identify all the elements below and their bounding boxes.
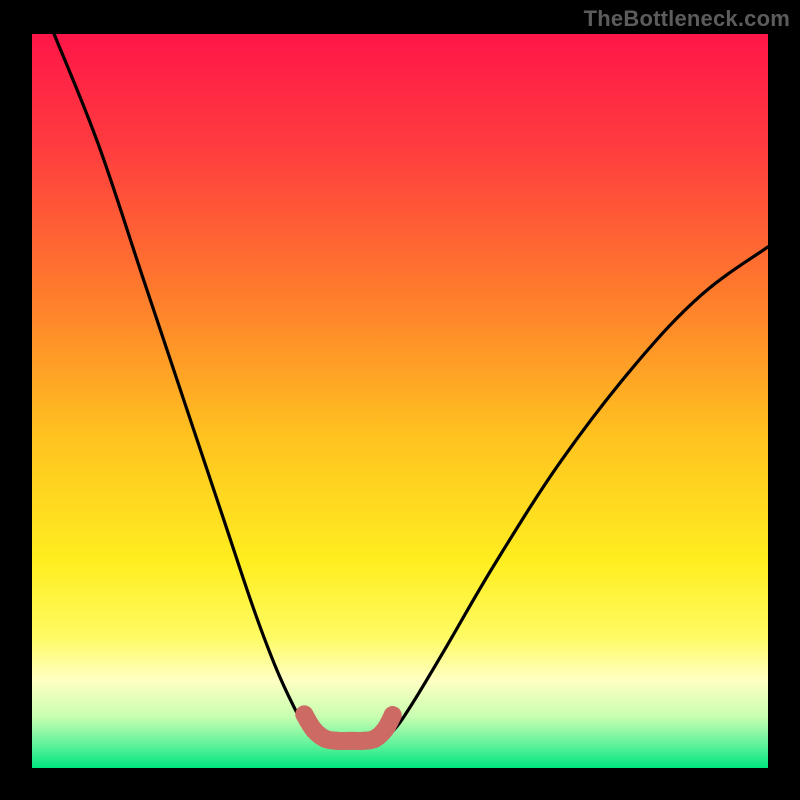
- trough-marker: [295, 705, 313, 723]
- chart-frame: TheBottleneck.com: [0, 0, 800, 800]
- trough-marker: [384, 706, 402, 724]
- bottleneck-curve-chart: [0, 0, 800, 800]
- plot-background: [32, 34, 768, 768]
- watermark-text: TheBottleneck.com: [584, 6, 790, 32]
